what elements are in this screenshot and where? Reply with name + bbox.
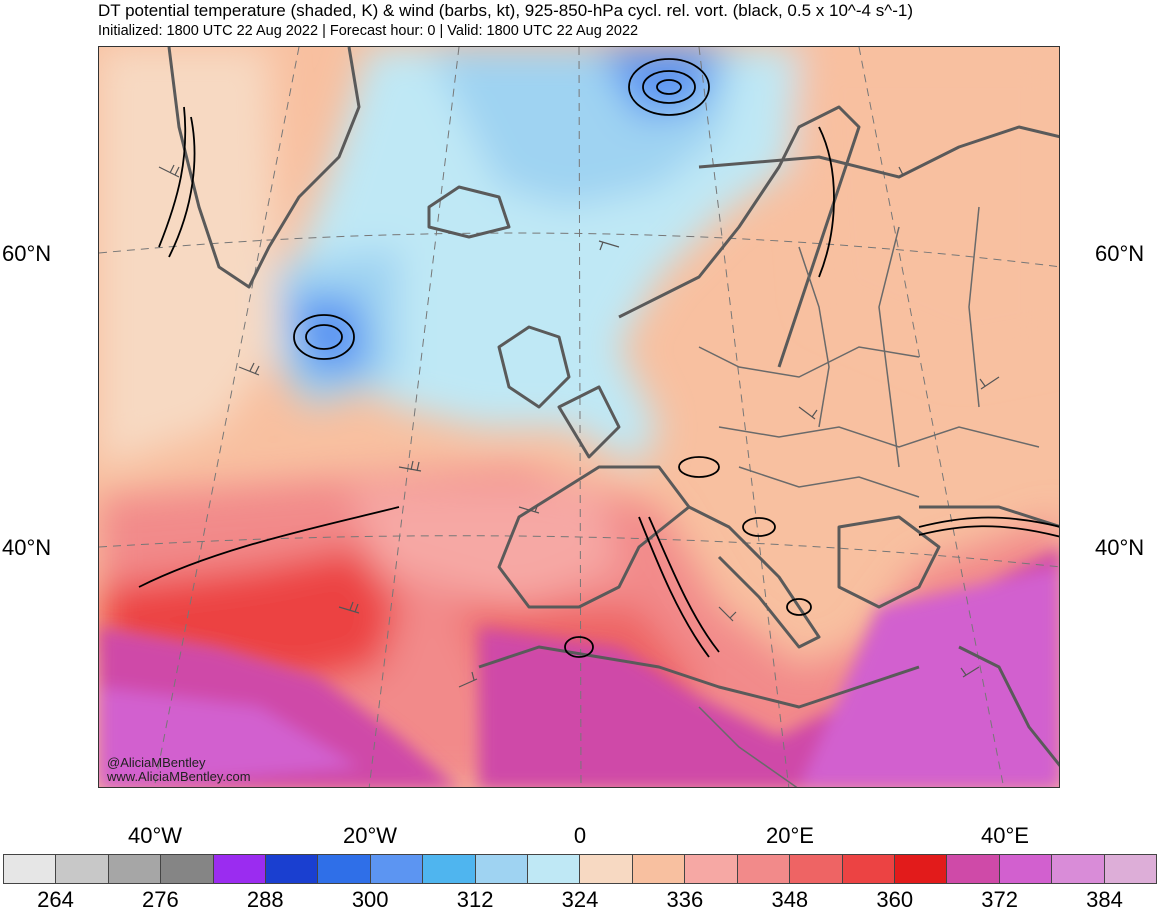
colorbar-label: 360 [876, 887, 914, 912]
graticule [99, 47, 1059, 787]
colorbar-swatch [790, 855, 843, 883]
lat-label-40n-left: 40°N [2, 535, 52, 560]
colorbar-swatch [318, 855, 371, 883]
colorbar-label: 336 [666, 887, 704, 912]
lon-label-0: 0 [573, 823, 587, 848]
colorbar [3, 854, 1157, 884]
colorbar-swatch [842, 855, 895, 883]
colorbar-label: 348 [771, 887, 809, 912]
colorbar-swatch [4, 855, 57, 883]
colorbar-label: 288 [246, 887, 284, 912]
map-title: DT potential temperature (shaded, K) & w… [98, 1, 913, 20]
colorbar-swatch [528, 855, 581, 883]
hot-air-mass [99, 547, 1059, 787]
lon-label-40e: 40°E [981, 823, 1029, 848]
colorbar-swatch [266, 855, 319, 883]
map-subtitle: Initialized: 1800 UTC 22 Aug 2022 | Fore… [98, 23, 639, 39]
wind-barbs [158, 164, 1000, 688]
credit-handle: @AliciaMBentley [107, 755, 206, 770]
coastlines [167, 47, 1059, 767]
colorbar-swatch [423, 855, 476, 883]
colorbar-label: 264 [37, 887, 74, 912]
colorbar-swatch [737, 855, 791, 883]
colorbar-label: 324 [561, 887, 599, 912]
lon-label-20e: 20°E [766, 823, 814, 848]
colorbar-swatch [475, 855, 529, 883]
lat-label-60n-left: 60°N [2, 241, 52, 266]
colorbar-swatch [685, 855, 738, 883]
colorbar-label: 372 [981, 887, 1018, 912]
potential-temperature-field [99, 47, 1059, 787]
lat-label-60n-right: 60°N [1095, 241, 1145, 266]
lat-label-40n-right: 40°N [1095, 535, 1145, 560]
vorticity-contours [138, 58, 1059, 658]
colorbar-swatch [213, 855, 267, 883]
colorbar-label: 384 [1086, 887, 1123, 912]
colorbar-swatch [108, 855, 162, 883]
colorbar-swatch [370, 855, 424, 883]
colorbar-swatch [1104, 855, 1156, 883]
lon-label-20w: 20°W [342, 823, 398, 848]
colorbar-label: 312 [456, 887, 494, 912]
country-borders [698, 206, 1040, 787]
colorbar-swatch [56, 855, 109, 883]
colorbar-label: 276 [142, 887, 179, 912]
colorbar-swatch [999, 855, 1053, 883]
colorbar-swatch [947, 855, 1000, 883]
colorbar-label: 300 [351, 887, 389, 912]
map-canvas [99, 47, 1059, 787]
colorbar-swatch [894, 855, 948, 883]
colorbar-swatch [161, 855, 214, 883]
colorbar-swatch [1052, 855, 1105, 883]
map-panel: @AliciaMBentley www.AliciaMBentley.com [98, 46, 1060, 788]
credit-site: www.AliciaMBentley.com [107, 769, 251, 784]
colorbar-swatch [632, 855, 686, 883]
lon-label-40w: 40°W [127, 823, 183, 848]
colorbar-swatch [580, 855, 633, 883]
